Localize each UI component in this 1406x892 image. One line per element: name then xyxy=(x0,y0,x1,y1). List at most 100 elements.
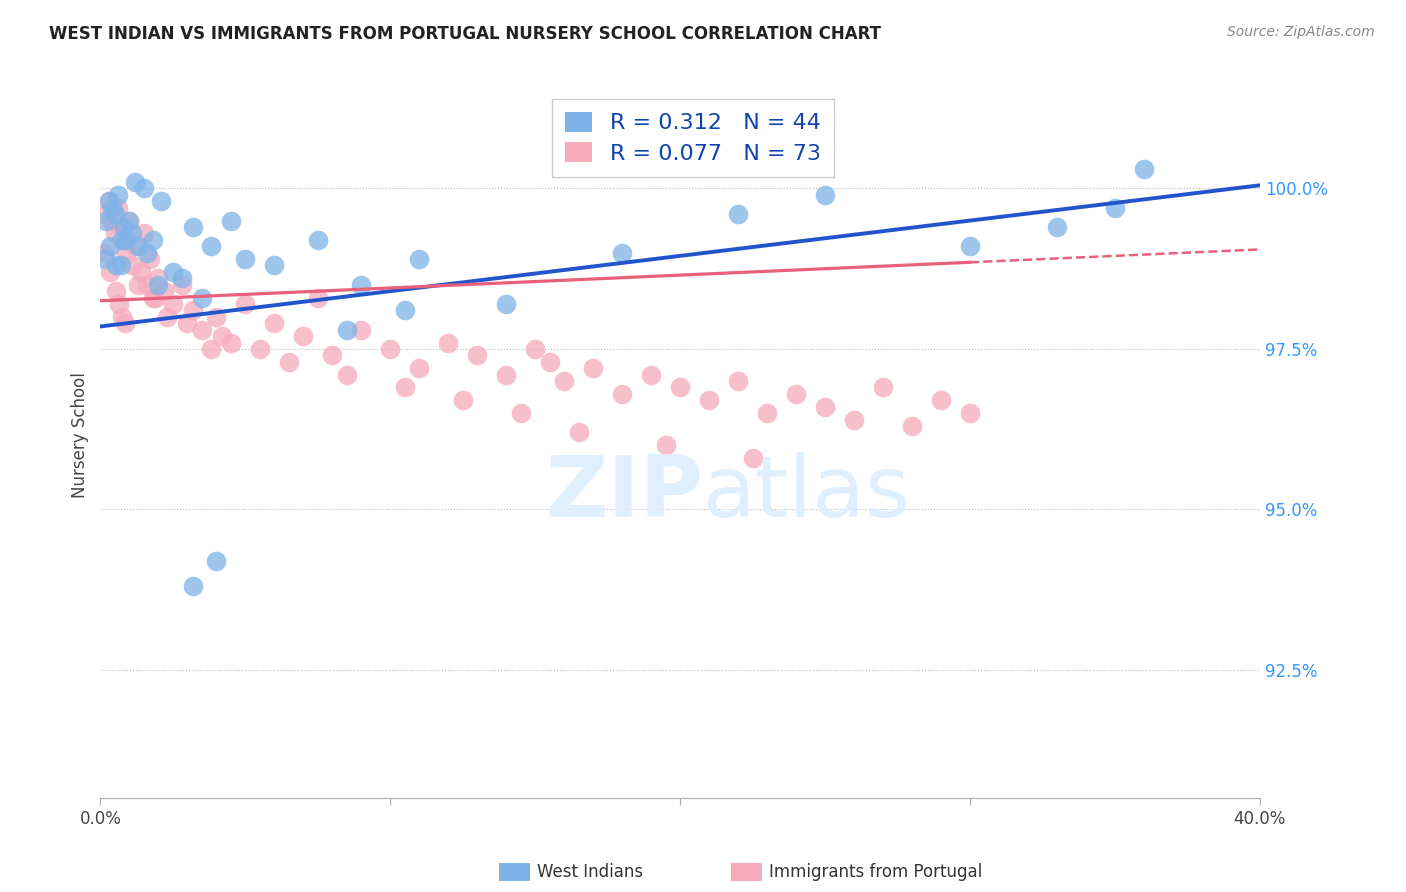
Point xyxy=(814,188,837,202)
Text: atlas: atlas xyxy=(703,452,911,535)
Point xyxy=(640,368,662,382)
Point xyxy=(115,245,138,260)
Text: West Indians: West Indians xyxy=(537,863,643,881)
Point xyxy=(181,303,204,318)
Point xyxy=(211,329,233,343)
Point xyxy=(249,342,271,356)
Point xyxy=(697,393,720,408)
Point xyxy=(785,387,807,401)
Point xyxy=(148,271,170,285)
Point xyxy=(191,323,214,337)
Point xyxy=(233,252,256,266)
Point xyxy=(336,323,359,337)
Point xyxy=(93,252,115,266)
Point xyxy=(219,335,242,350)
Point xyxy=(132,227,155,241)
Point xyxy=(94,213,117,227)
Point xyxy=(114,316,136,330)
Point xyxy=(98,194,121,209)
Point xyxy=(94,207,117,221)
Point xyxy=(842,412,865,426)
Point xyxy=(509,406,531,420)
Point xyxy=(321,348,343,362)
Point xyxy=(959,239,981,253)
Point xyxy=(101,201,124,215)
Point xyxy=(112,233,135,247)
Point xyxy=(138,252,160,266)
Point xyxy=(336,368,359,382)
Point xyxy=(181,579,204,593)
Point xyxy=(104,207,127,221)
Point xyxy=(654,438,676,452)
Point xyxy=(1133,162,1156,177)
Point xyxy=(263,316,285,330)
Point xyxy=(200,342,222,356)
Point xyxy=(135,277,157,292)
Point xyxy=(104,227,127,241)
Point xyxy=(132,181,155,195)
Point xyxy=(112,219,135,234)
Point xyxy=(153,284,176,298)
Point xyxy=(111,310,134,324)
Point xyxy=(205,310,228,324)
Point xyxy=(141,291,163,305)
Point xyxy=(127,277,149,292)
Point xyxy=(191,291,214,305)
Point xyxy=(814,400,837,414)
Point xyxy=(495,297,517,311)
Point xyxy=(437,335,460,350)
Point xyxy=(495,368,517,382)
Point xyxy=(118,213,141,227)
Point xyxy=(872,380,894,394)
Point xyxy=(127,239,149,253)
Point xyxy=(263,259,285,273)
Point xyxy=(110,259,132,273)
Point xyxy=(524,342,547,356)
Point xyxy=(115,233,138,247)
Point xyxy=(741,450,763,465)
Point xyxy=(162,297,184,311)
Legend: R = 0.312   N = 44, R = 0.077   N = 73: R = 0.312 N = 44, R = 0.077 N = 73 xyxy=(553,99,834,178)
Point xyxy=(727,374,749,388)
Point xyxy=(105,284,128,298)
Point xyxy=(465,348,488,362)
Point xyxy=(148,277,170,292)
Point xyxy=(394,303,416,318)
Point xyxy=(307,291,329,305)
Point xyxy=(121,259,143,273)
Point xyxy=(610,387,633,401)
Point xyxy=(105,259,128,273)
Point xyxy=(107,201,129,215)
Point xyxy=(959,406,981,420)
Point xyxy=(101,213,124,227)
Point xyxy=(110,219,132,234)
Point xyxy=(610,245,633,260)
Point xyxy=(118,213,141,227)
Point xyxy=(107,188,129,202)
Point xyxy=(394,380,416,394)
Point xyxy=(219,213,242,227)
Point xyxy=(307,233,329,247)
Point xyxy=(277,355,299,369)
Text: Source: ZipAtlas.com: Source: ZipAtlas.com xyxy=(1227,25,1375,39)
Point xyxy=(100,265,122,279)
Point xyxy=(200,239,222,253)
Point xyxy=(170,271,193,285)
Y-axis label: Nursery School: Nursery School xyxy=(72,373,89,499)
Point xyxy=(929,393,952,408)
Point xyxy=(124,239,146,253)
Point xyxy=(1046,219,1069,234)
Point xyxy=(170,277,193,292)
Point xyxy=(582,361,605,376)
Point xyxy=(205,554,228,568)
Point xyxy=(233,297,256,311)
Point xyxy=(156,310,179,324)
Point xyxy=(129,265,152,279)
Point xyxy=(98,194,121,209)
Point xyxy=(121,227,143,241)
Point xyxy=(408,361,430,376)
Point xyxy=(669,380,692,394)
Text: WEST INDIAN VS IMMIGRANTS FROM PORTUGAL NURSERY SCHOOL CORRELATION CHART: WEST INDIAN VS IMMIGRANTS FROM PORTUGAL … xyxy=(49,25,882,43)
Point xyxy=(181,219,204,234)
Point xyxy=(135,245,157,260)
